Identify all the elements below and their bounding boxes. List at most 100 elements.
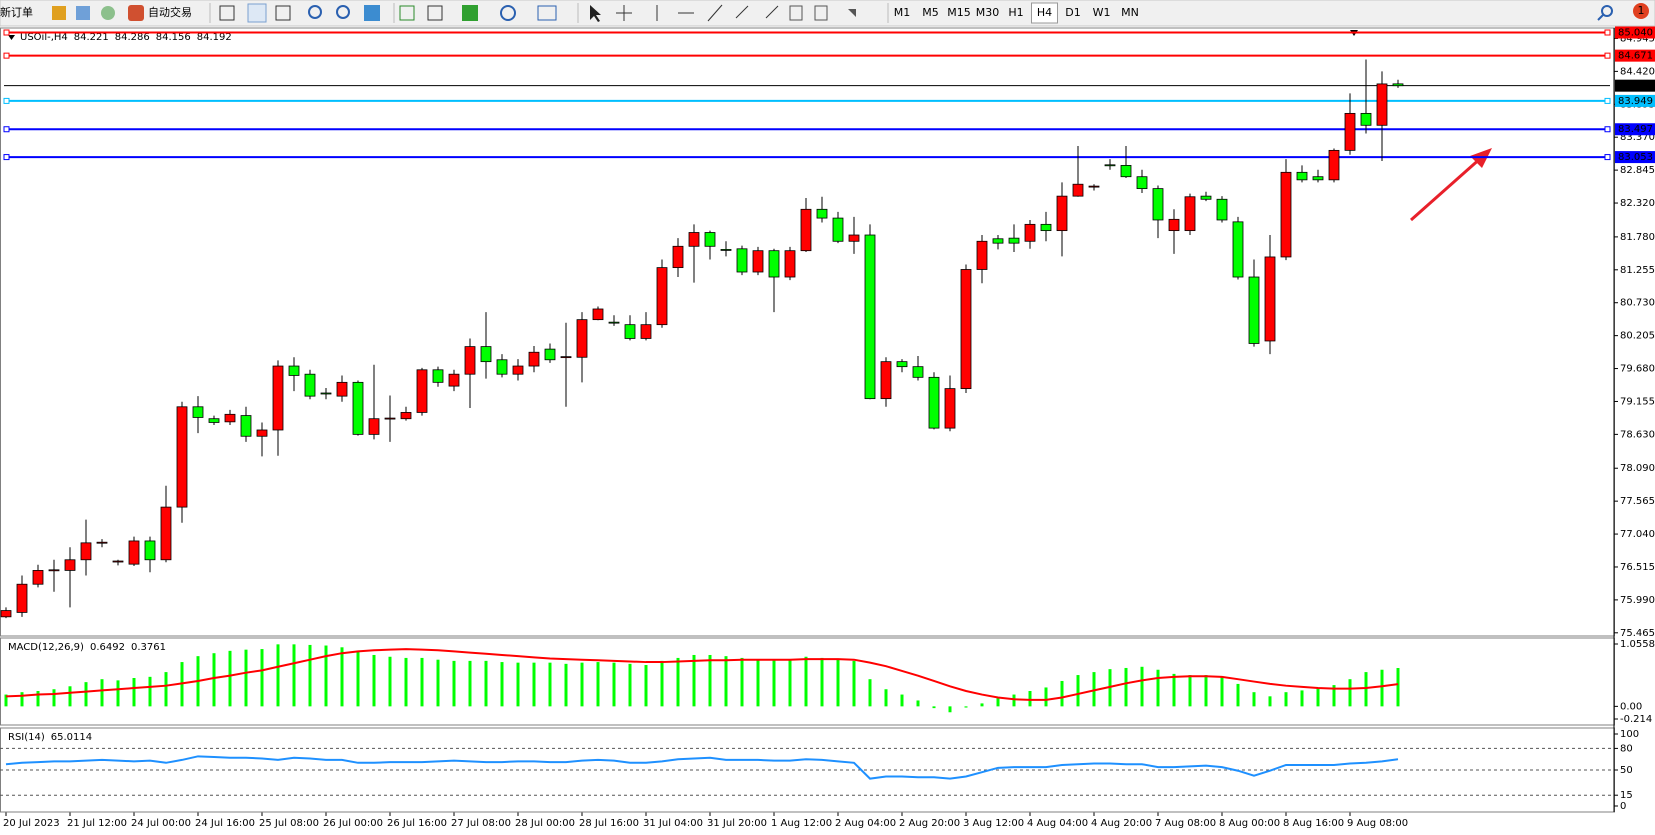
timeframe-button[interactable]: M15 [947,6,971,19]
timeframe-button[interactable]: M30 [976,6,1000,19]
icon[interactable] [52,6,66,20]
level-handle[interactable] [3,97,10,104]
candle-body [1056,195,1068,232]
y-tick-label: 80.730 [1620,298,1655,309]
icon[interactable] [462,5,478,21]
candle-body [640,324,652,339]
candle-body [1264,256,1276,342]
channel-icon[interactable] [735,5,749,19]
candle-body [432,369,444,383]
cursor-icon[interactable] [590,5,601,22]
level-label-bg [1615,49,1655,62]
y-tick-label: 82.845 [1620,165,1655,176]
level-label: 84.671 [1618,51,1653,62]
trendline-icon[interactable] [707,4,723,22]
candle-body [1184,196,1196,232]
candle-body [960,269,972,390]
timeframe-button[interactable]: M5 [922,6,939,19]
new-order-button[interactable]: 新订单 [0,5,33,19]
candle-body [1152,188,1164,221]
timeframe-button[interactable]: H4 [1037,6,1052,19]
x-tick-label: 2 Aug 20:00 [899,818,960,829]
icon[interactable] [308,5,322,19]
icon[interactable] [500,5,516,21]
candle-body [1104,164,1116,167]
y-tick-label: 81.780 [1620,232,1655,243]
x-tick-label: 9 Aug 08:00 [1347,818,1408,829]
timeframe-button[interactable]: H1 [1008,6,1023,19]
x-tick-label: 8 Aug 00:00 [1219,818,1280,829]
candle-body [816,208,828,219]
level-handle[interactable] [1604,154,1611,161]
auto-trading-button[interactable]: 自动交易 [148,5,192,19]
x-tick-label: 31 Jul 20:00 [707,818,767,829]
text-icon[interactable] [789,5,803,21]
panel: 84.94584.42083.89583.37082.84582.32081.7… [0,26,1655,829]
level-handle[interactable] [1604,97,1611,104]
candle-body [112,560,124,563]
candle-body [384,417,396,420]
icon[interactable] [219,5,235,21]
x-tick-label: 24 Jul 00:00 [131,818,191,829]
x-tick-label: 27 Jul 08:00 [451,818,511,829]
level-handle[interactable] [1604,29,1611,36]
x-tick-label: 31 Jul 04:00 [643,818,703,829]
level-handle[interactable] [1604,52,1611,59]
icon[interactable] [275,5,291,21]
header-value: 84.156 [156,32,191,43]
candle-body [1216,198,1228,221]
header-value: 0.6492 [90,642,125,653]
y-tick-label: 0.00 [1620,701,1642,712]
search-icon[interactable] [1597,14,1604,21]
timeframe-button[interactable]: MN [1121,6,1139,19]
icon[interactable] [399,5,415,21]
candle-body [272,365,284,431]
notification-count[interactable]: 1 [1638,4,1645,17]
notification-badge[interactable] [1633,3,1649,19]
timeframe-button[interactable]: M1 [894,6,911,19]
candle-body [208,418,220,423]
level-handle[interactable] [1604,126,1611,133]
icon[interactable] [364,5,380,21]
candle-body [864,234,876,400]
timeframe-button[interactable]: D1 [1065,6,1080,19]
candle-body [1024,223,1036,242]
candle-body [1280,171,1292,258]
y-tick-label: 84.420 [1620,66,1655,77]
fibo-icon[interactable] [765,5,779,19]
label-icon[interactable] [814,5,828,21]
icon[interactable] [128,5,144,21]
candle-body [1168,218,1180,232]
candle-body [464,346,476,375]
level-handle[interactable] [3,154,10,161]
y-tick-label: 83.370 [1620,132,1655,143]
candle-body [448,373,460,387]
candle-body [752,250,764,273]
candle-body [528,351,540,367]
candle-body [880,361,892,400]
candle-body [1200,195,1212,200]
timeframe-button[interactable]: W1 [1093,6,1111,19]
arrow-icon[interactable] [848,9,856,17]
icon[interactable] [537,5,557,21]
candle-body [48,569,60,572]
x-tick-label: 2 Aug 04:00 [835,818,896,829]
level-handle[interactable] [3,29,10,36]
candle-body [1232,221,1244,278]
level-label-bg [1615,151,1655,164]
candle-body [320,392,332,395]
icon[interactable] [427,5,443,21]
level-handle[interactable] [3,52,10,59]
icon[interactable] [76,6,90,20]
search-icon[interactable] [1601,5,1613,17]
icon[interactable] [101,6,115,20]
candle-body [96,541,108,544]
candle-body [1120,165,1132,178]
panel-title: USOil-,H4 [20,32,68,43]
icon[interactable] [336,5,350,19]
icon[interactable] [247,3,267,23]
level-handle[interactable] [3,126,10,133]
x-tick-label: 20 Jul 2023 [3,818,60,829]
candle-body [304,373,316,397]
candle-body [928,376,940,429]
